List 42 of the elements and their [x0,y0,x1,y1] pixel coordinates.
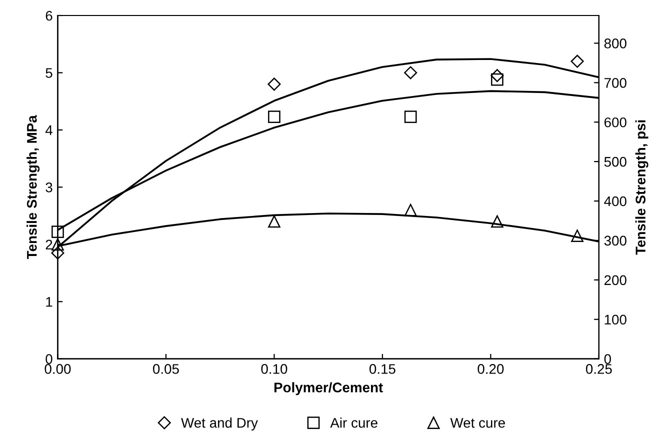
y-tick-label: 3 [46,182,52,192]
y-tick-label: 4 [45,125,52,135]
x-tick-label: 0.15 [369,364,396,374]
point [404,110,417,123]
y2-tick-label: 300 [604,236,626,246]
y2-axis-title: Tensile Strength, psi [635,120,648,255]
point [571,230,584,242]
point [268,110,280,123]
x-tick-label: 0.20 [478,364,504,374]
point [491,215,504,228]
point [491,73,504,86]
legend-label: Air cure [330,418,378,428]
y2-tick-label: 400 [604,196,626,206]
legend-label: Wet and Dry [181,418,258,430]
point [268,215,280,228]
x-tick-label: 0.00 [44,364,71,374]
y2-tick-label: 100 [604,314,626,325]
point [404,204,417,216]
y2-tick-label: 500 [604,156,626,167]
y-tick-label: 5 [46,68,52,78]
y-axis-title: Tensile Strength, MPa [26,115,40,260]
x-tick-label: 0.25 [586,364,612,374]
x-tick-label: 0.05 [152,364,179,374]
y-tick-label: 2 [46,240,52,250]
point [490,69,504,82]
legend-label: Wet cure [450,418,505,428]
point [52,238,64,251]
y2-tick-label: 800 [604,38,626,48]
point [52,226,64,238]
point [268,78,281,91]
point [404,66,418,80]
y-tick-label: 1 [46,297,52,307]
y-tick-label: 0 [46,354,52,364]
point [51,246,64,260]
y2-tick-label: 200 [604,275,626,286]
y2-tick-label: 0 [604,354,611,364]
y2-tick-label: 600 [604,117,626,128]
x-axis-title: Polymer/Cement [274,382,383,396]
y-tick-label: 6 [46,10,52,21]
y2-tick-label: 700 [604,78,626,88]
x-tick-label: 0.10 [261,364,288,374]
point [570,54,584,68]
